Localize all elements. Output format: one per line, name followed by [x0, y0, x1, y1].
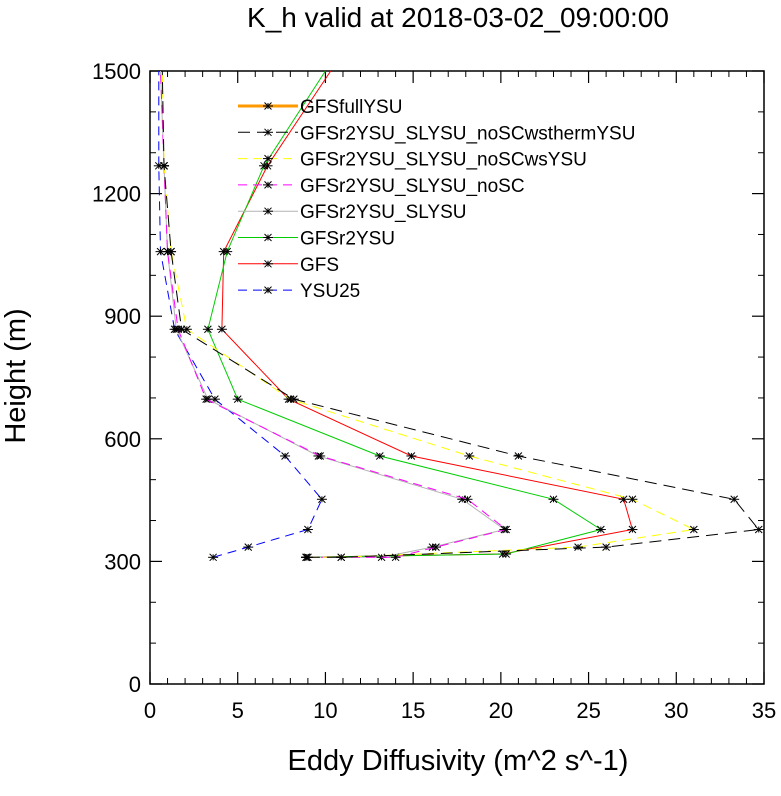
data-point-ysu25 — [302, 525, 313, 534]
legend-label: YSU25 — [300, 281, 360, 302]
legend-marker — [263, 286, 273, 294]
data-point-gfsr2ysu — [374, 452, 385, 460]
legend-label: GFSr2YSU_SLYSU_noSCwsthermYSU — [300, 123, 635, 144]
data-point-gfsr2ysu-slysu-noscwsthermysu — [513, 452, 524, 460]
data-point-gfsr2ysu-slysu-nosc — [315, 452, 326, 460]
legend-marker — [263, 128, 273, 137]
legend-item-gfs: GFS — [238, 255, 339, 276]
legend-item-gfsfullysu: GFSfullYSU — [238, 97, 402, 118]
legend-label: GFSr2YSU — [300, 229, 395, 250]
x-axis-label: Eddy Diffusivity (m^2 s^-1) — [288, 745, 629, 777]
data-point-gfs — [406, 452, 417, 460]
data-point-gfsr2ysu-slysu-nosc — [462, 495, 473, 504]
legend: GFSfullYSU GFSr2YSU_SLYSU_noSCwsthermYSU G… — [238, 97, 635, 302]
x-tick-label: 0 — [144, 698, 156, 723]
data-point-ysu25 — [243, 543, 254, 551]
legend-marker — [263, 259, 273, 268]
y-tick-label: 300 — [104, 549, 141, 574]
y-tick-label: 900 — [104, 304, 141, 329]
series-gfsr2ysu-slysu-nosc — [159, 70, 512, 562]
legend-item-ysu25: YSU25 — [238, 281, 360, 302]
x-tick-label: 35 — [752, 698, 776, 723]
data-point-gfsr2ysu-slysu-noscwsthermysu — [288, 395, 299, 404]
data-point-gfsr2ysu-slysu-nosc — [430, 543, 441, 551]
x-tick-label: 30 — [664, 698, 688, 723]
data-point-gfsr2ysu — [202, 325, 213, 334]
series-gfsr2ysu-slysu-noscwsthermysu — [159, 70, 764, 562]
series-line-gfsr2ysu — [207, 70, 603, 558]
legend-marker — [263, 181, 273, 189]
data-point-gfsr2ysu — [501, 550, 512, 558]
y-tick-label: 0 — [129, 672, 141, 697]
series-gfs — [216, 70, 638, 562]
chart-title: K_h valid at 2018-03-02_09:00:00 — [247, 2, 669, 33]
data-point-gfsr2ysu-slysu-noscwsysu — [688, 525, 699, 534]
x-tick-label: 20 — [489, 698, 513, 723]
data-point-ysu25 — [280, 452, 291, 460]
data-point-gfsr2ysu-slysu-noscwsthermysu — [176, 325, 187, 334]
x-axis: 0 5 10 15 20 25 30 35 — [144, 71, 776, 723]
data-point-gfsr2ysu-slysu-noscwsthermysu — [159, 161, 170, 170]
data-point-gfsr2ysu-slysu-noscwsthermysu — [753, 525, 764, 534]
data-point-gfsr2ysu-slysu-nosc — [201, 395, 212, 404]
data-point-gfsr2ysu-slysu-noscwsthermysu — [729, 495, 740, 504]
data-point-gfsr2ysu-slysu-noscwsthermysu — [601, 543, 612, 551]
x-tick-label: 15 — [401, 698, 425, 723]
legend-item-gfsr2ysu-slysu-nosc: GFSr2YSU_SLYSU_noSC — [238, 176, 525, 197]
series-line-ysu25 — [158, 71, 323, 558]
data-point-gfs — [627, 525, 638, 534]
plot-border — [149, 70, 765, 685]
plot-area — [149, 70, 765, 685]
data-point-gfsr2ysu — [232, 395, 243, 404]
y-axis: 0 300 600 900 1200 1500 — [92, 59, 764, 697]
data-point-gfsr2ysu — [548, 495, 559, 504]
data-point-gfsr2ysu-slysu-noscwsysu — [627, 495, 638, 504]
x-tick-label: 5 — [232, 698, 244, 723]
x-tick-label: 25 — [576, 698, 600, 723]
legend-marker — [263, 154, 273, 163]
series-layer — [153, 70, 764, 562]
y-axis-label: Height (m) — [0, 308, 32, 443]
legend-item-gfsr2ysu: GFSr2YSU — [238, 229, 395, 250]
legend-label: GFSr2YSU_SLYSU_noSC — [300, 176, 525, 197]
data-point-gfsr2ysu — [595, 525, 606, 534]
data-point-gfs — [216, 325, 227, 334]
data-point-ysu25 — [316, 495, 327, 504]
data-point-gfsr2ysu-slysu-noscwsthermysu — [302, 553, 313, 562]
data-point-gfsr2ysu-slysu-noscwsthermysu — [336, 553, 347, 562]
legend-marker — [263, 233, 273, 242]
legend-item-gfsr2ysu-slysu-noscwsysu: GFSr2YSU_SLYSU_noSCwsYSU — [238, 150, 587, 171]
legend-item-gfsr2ysu-slysu-noscwsthermysu: GFSr2YSU_SLYSU_noSCwsthermYSU — [238, 123, 635, 144]
data-point-gfsr2ysu — [222, 247, 233, 256]
series-gfsr2ysu-slysu-noscwsysu — [159, 70, 699, 562]
data-point-gfsr2ysu — [259, 161, 270, 170]
data-point-gfsr2ysu-slysu-noscwsthermysu — [166, 247, 177, 256]
data-point-gfsr2ysu-slysu-noscwsysu — [464, 452, 475, 460]
series-gfsr2ysu — [202, 70, 606, 562]
legend-item-gfsr2ysu-slysu: GFSr2YSU_SLYSU — [238, 202, 466, 223]
legend-label: GFSfullYSU — [300, 97, 402, 118]
legend-label: GFS — [300, 255, 339, 276]
y-tick-label: 1200 — [92, 182, 141, 207]
data-point-gfsr2ysu-slysu-nosc — [501, 525, 512, 534]
legend-label: GFSr2YSU_SLYSU — [300, 202, 466, 223]
x-tick-label: 10 — [313, 698, 337, 723]
data-point-ysu25 — [208, 553, 219, 562]
y-tick-label: 600 — [104, 427, 141, 452]
data-point-gfs — [618, 495, 629, 504]
y-tick-label: 1500 — [92, 59, 141, 84]
legend-marker — [263, 207, 273, 216]
legend-marker — [263, 102, 273, 110]
data-point-gfsr2ysu-slysu-noscwsysu — [573, 543, 584, 551]
legend-label: GFSr2YSU_SLYSU_noSCwsYSU — [300, 150, 587, 171]
